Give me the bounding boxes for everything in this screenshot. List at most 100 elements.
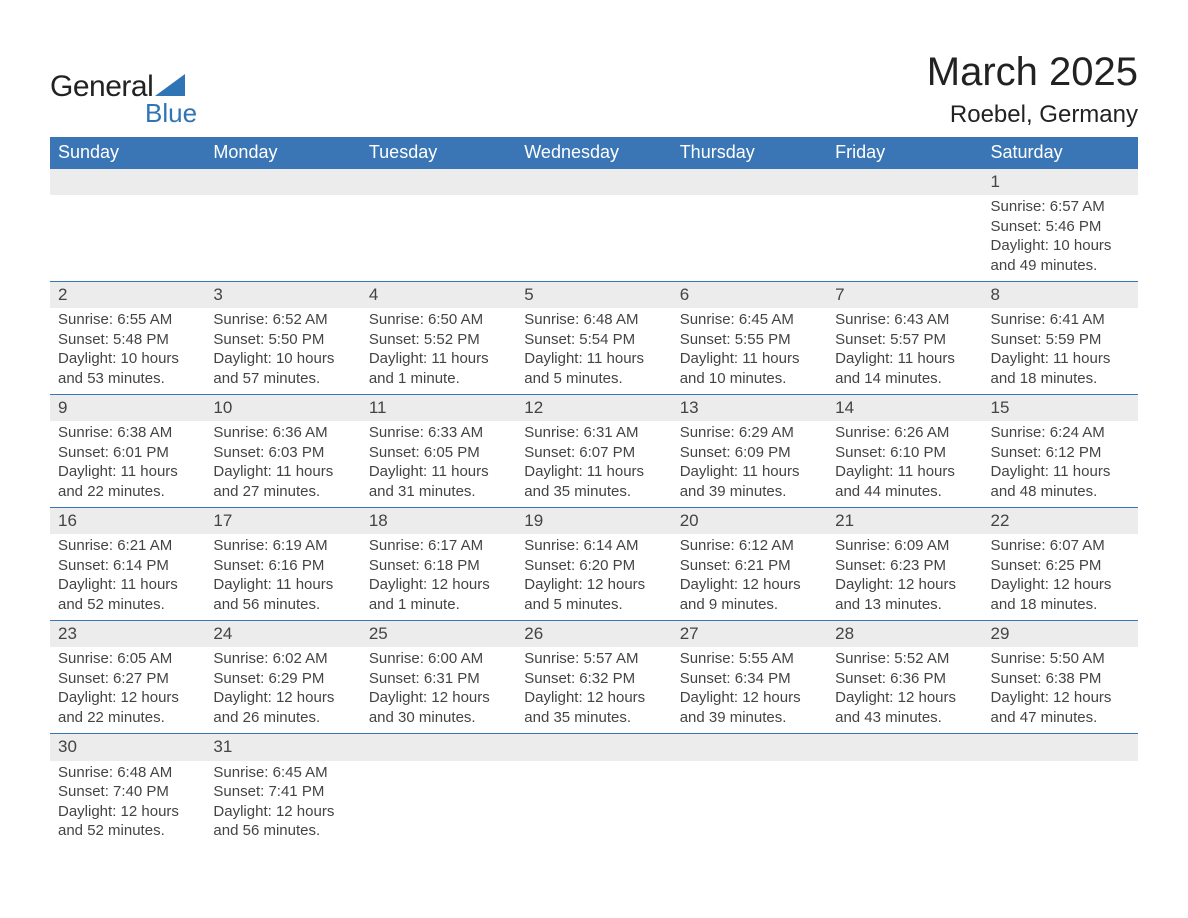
day-detail-cell: Sunrise: 6:55 AMSunset: 5:48 PMDaylight:… (50, 308, 205, 395)
dl1-text: Daylight: 10 hours (991, 236, 1130, 256)
day-number-cell: 29 (983, 621, 1138, 648)
dl2-text: and 14 minutes. (835, 369, 974, 389)
day-detail-cell: Sunrise: 6:14 AMSunset: 6:20 PMDaylight:… (516, 534, 671, 621)
sunrise-text: Sunrise: 6:41 AM (991, 310, 1130, 330)
dl1-text: Daylight: 11 hours (213, 575, 352, 595)
sunrise-text: Sunrise: 6:36 AM (213, 423, 352, 443)
day-detail-cell (827, 195, 982, 282)
sunset-text: Sunset: 6:32 PM (524, 669, 663, 689)
sunrise-text: Sunrise: 5:55 AM (680, 649, 819, 669)
sunset-text: Sunset: 6:05 PM (369, 443, 508, 463)
day-detail-cell: Sunrise: 6:24 AMSunset: 6:12 PMDaylight:… (983, 421, 1138, 508)
day-number-cell: 21 (827, 508, 982, 535)
weekday-header: Friday (827, 137, 982, 169)
sunset-text: Sunset: 6:23 PM (835, 556, 974, 576)
dl2-text: and 27 minutes. (213, 482, 352, 502)
day-number-row: 2345678 (50, 282, 1138, 309)
sunrise-text: Sunrise: 6:00 AM (369, 649, 508, 669)
day-number-cell: 26 (516, 621, 671, 648)
day-number-cell: 5 (516, 282, 671, 309)
sunrise-text: Sunrise: 6:05 AM (58, 649, 197, 669)
day-detail-cell (516, 195, 671, 282)
dl2-text: and 57 minutes. (213, 369, 352, 389)
weekday-header-row: Sunday Monday Tuesday Wednesday Thursday… (50, 137, 1138, 169)
sunrise-text: Sunrise: 6:17 AM (369, 536, 508, 556)
day-number-cell (516, 734, 671, 761)
dl1-text: Daylight: 11 hours (991, 349, 1130, 369)
title-block: March 2025 Roebel, Germany (927, 50, 1138, 129)
dl1-text: Daylight: 11 hours (835, 349, 974, 369)
day-detail-cell (50, 195, 205, 282)
sunrise-text: Sunrise: 6:21 AM (58, 536, 197, 556)
weekday-header: Saturday (983, 137, 1138, 169)
logo: General Blue (50, 70, 197, 129)
dl1-text: Daylight: 10 hours (213, 349, 352, 369)
dl2-text: and 39 minutes. (680, 482, 819, 502)
dl1-text: Daylight: 12 hours (58, 688, 197, 708)
day-detail-row: Sunrise: 6:48 AMSunset: 7:40 PMDaylight:… (50, 761, 1138, 847)
dl2-text: and 22 minutes. (58, 482, 197, 502)
day-detail-row: Sunrise: 6:21 AMSunset: 6:14 PM Daylight:… (50, 534, 1138, 621)
day-number-cell: 10 (205, 395, 360, 422)
day-number-cell: 6 (672, 282, 827, 309)
day-detail-cell: Sunrise: 6:50 AMSunset: 5:52 PMDaylight:… (361, 308, 516, 395)
day-number-cell: 28 (827, 621, 982, 648)
weekday-header: Tuesday (361, 137, 516, 169)
dl1-text: Daylight: 11 hours (524, 349, 663, 369)
dl2-text: and 53 minutes. (58, 369, 197, 389)
day-detail-row: Sunrise: 6:05 AMSunset: 6:27 PMDaylight:… (50, 647, 1138, 734)
day-number-cell: 14 (827, 395, 982, 422)
day-detail-cell: Sunrise: 6:00 AMSunset: 6:31 PMDaylight:… (361, 647, 516, 734)
day-number-cell: 30 (50, 734, 205, 761)
day-number-cell: 7 (827, 282, 982, 309)
day-detail-cell: Sunrise: 6:45 AMSunset: 7:41 PMDaylight:… (205, 761, 360, 847)
sunset-text: Sunset: 5:48 PM (58, 330, 197, 350)
dl2-text: and 39 minutes. (680, 708, 819, 728)
day-detail-cell (672, 195, 827, 282)
day-detail-cell: Sunrise: 6:48 AMSunset: 5:54 PMDaylight:… (516, 308, 671, 395)
dl1-text: Daylight: 12 hours (369, 575, 508, 595)
day-number-cell: 17 (205, 508, 360, 535)
day-detail-cell: Sunrise: 6:26 AMSunset: 6:10 PMDaylight:… (827, 421, 982, 508)
day-detail-cell: Sunrise: 6:41 AMSunset: 5:59 PMDaylight:… (983, 308, 1138, 395)
sunset-text: Sunset: 6:18 PM (369, 556, 508, 576)
day-detail-cell (672, 761, 827, 847)
sunset-text: Sunset: 6:21 PM (680, 556, 819, 576)
day-detail-cell: Sunrise: 6:38 AMSunset: 6:01 PMDaylight:… (50, 421, 205, 508)
sunset-text: Sunset: 5:50 PM (213, 330, 352, 350)
sunrise-text: Sunrise: 6:38 AM (58, 423, 197, 443)
day-number-cell (205, 169, 360, 196)
sunrise-text: Sunrise: 6:33 AM (369, 423, 508, 443)
sunset-text: Sunset: 5:52 PM (369, 330, 508, 350)
day-number-cell: 31 (205, 734, 360, 761)
sunrise-text: Sunrise: 6:29 AM (680, 423, 819, 443)
day-number-cell: 19 (516, 508, 671, 535)
day-detail-cell (361, 761, 516, 847)
dl2-text: and 18 minutes. (991, 369, 1130, 389)
dl1-text: Daylight: 12 hours (835, 575, 974, 595)
dl2-text: and 44 minutes. (835, 482, 974, 502)
sunset-text: Sunset: 5:57 PM (835, 330, 974, 350)
day-detail-cell: Sunrise: 6:17 AMSunset: 6:18 PMDaylight:… (361, 534, 516, 621)
day-number-cell (516, 169, 671, 196)
day-number-cell: 12 (516, 395, 671, 422)
dl2-text: and 10 minutes. (680, 369, 819, 389)
weekday-header: Sunday (50, 137, 205, 169)
day-detail-cell: Sunrise: 5:52 AMSunset: 6:36 PMDaylight:… (827, 647, 982, 734)
dl2-text: and 52 minutes. (58, 821, 197, 841)
day-detail-cell: Sunrise: 6:09 AMSunset: 6:23 PMDaylight:… (827, 534, 982, 621)
day-number-cell: 8 (983, 282, 1138, 309)
day-number-cell: 15 (983, 395, 1138, 422)
day-number-cell (361, 169, 516, 196)
day-detail-cell (983, 761, 1138, 847)
location: Roebel, Germany (927, 101, 1138, 129)
day-detail-cell: Sunrise: 6:45 AMSunset: 5:55 PMDaylight:… (672, 308, 827, 395)
sunset-text: Sunset: 7:41 PM (213, 782, 352, 802)
day-detail-cell: Sunrise: 6:19 AMSunset: 6:16 PMDaylight:… (205, 534, 360, 621)
dl1-text: Daylight: 12 hours (213, 802, 352, 822)
sunrise-text: Sunrise: 6:14 AM (524, 536, 663, 556)
dl1-text: Daylight: 11 hours (369, 349, 508, 369)
day-number-cell: 1 (983, 169, 1138, 196)
dl1-text: Daylight: 11 hours (213, 462, 352, 482)
sunset-text: Sunset: 6:14 PM (58, 556, 197, 576)
